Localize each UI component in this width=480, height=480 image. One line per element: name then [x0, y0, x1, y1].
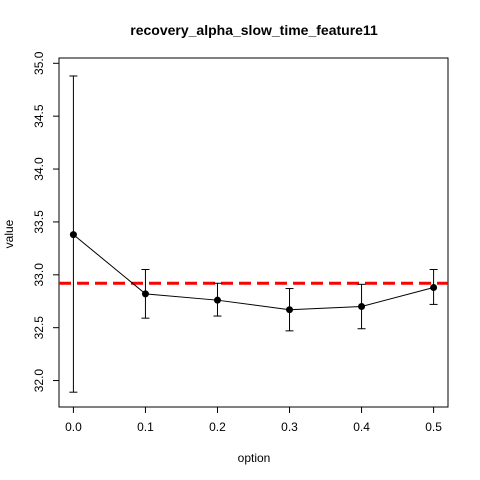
y-axis-label: value [2, 219, 16, 248]
x-tick-label: 0.0 [65, 420, 82, 434]
y-tick-label: 32.5 [32, 316, 46, 340]
x-tick-label: 0.2 [209, 420, 226, 434]
data-point [213, 296, 221, 304]
x-tick-label: 0.1 [137, 420, 154, 434]
data-point [358, 303, 366, 311]
plot-frame [58, 57, 449, 408]
x-tick-label: 0.3 [281, 420, 298, 434]
x-tick-label: 0.5 [425, 420, 442, 434]
x-axis-label: option [238, 451, 271, 465]
y-tick-label: 35.0 [32, 51, 46, 75]
data-points [69, 231, 438, 314]
data-point [430, 283, 438, 291]
error-bars [69, 75, 438, 393]
data-point [286, 306, 294, 314]
y-tick-label: 34.5 [32, 104, 46, 128]
y-tick-label: 32.0 [32, 369, 46, 393]
x-axis: 0.0 0.1 0.2 0.3 0.4 0.5 [65, 407, 442, 434]
data-point [69, 231, 77, 239]
data-point [141, 290, 149, 298]
chart-title: recovery_alpha_slow_time_feature11 [130, 22, 378, 38]
y-tick-label: 33.5 [32, 210, 46, 234]
x-tick-label: 0.4 [353, 420, 370, 434]
y-tick-label: 34.0 [32, 157, 46, 181]
y-tick-label: 33.0 [32, 263, 46, 287]
y-axis: 32.0 32.5 33.0 33.5 34.0 34.5 35.0 [32, 51, 59, 392]
series-line [73, 234, 434, 311]
